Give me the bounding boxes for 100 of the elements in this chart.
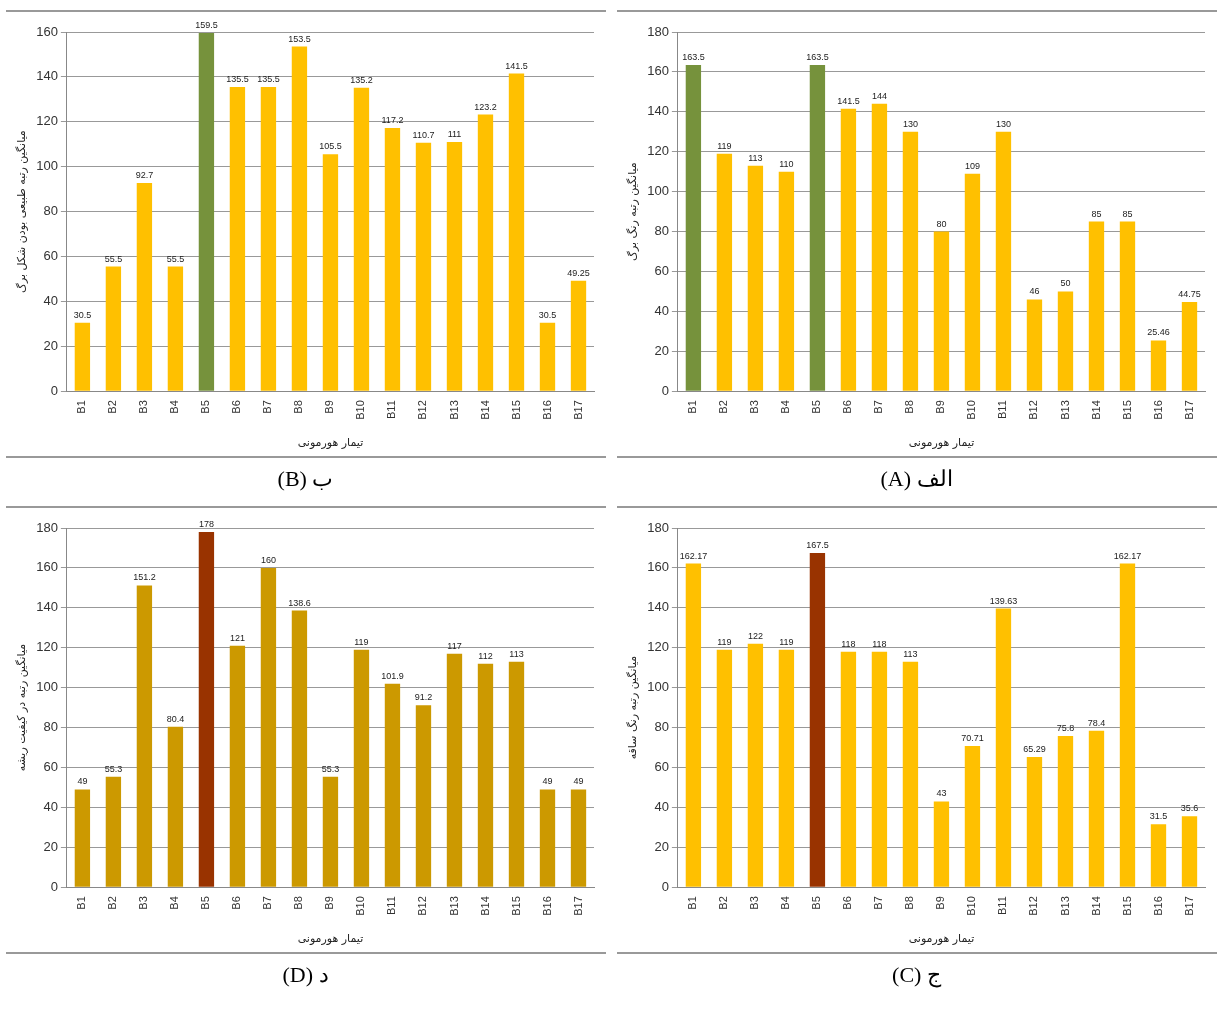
bar <box>198 531 214 887</box>
bar <box>1119 563 1135 887</box>
bar <box>1088 221 1104 391</box>
x-tick-label: B14 <box>1089 400 1102 420</box>
bar <box>747 165 763 391</box>
y-tick-label: 60 <box>653 263 669 279</box>
data-label: 141.5 <box>504 60 528 71</box>
bar <box>747 643 763 887</box>
y-tick-label: 120 <box>646 639 669 655</box>
bar <box>198 33 214 391</box>
y-tick-label: 0 <box>661 878 669 894</box>
text: ب (B) <box>277 466 334 492</box>
bar <box>446 142 462 391</box>
bar <box>778 171 794 391</box>
bar <box>840 108 856 391</box>
bar <box>260 567 276 887</box>
bar <box>229 645 245 887</box>
data-label: 75.8 <box>1056 722 1074 733</box>
x-tick-label: B10 <box>353 400 366 420</box>
bar <box>229 87 245 391</box>
bar <box>384 683 400 887</box>
bar <box>1026 299 1042 391</box>
y-tick-label: 100 <box>35 679 58 695</box>
x-axis-title: تیمار هورمونی <box>908 436 974 450</box>
x-tick-label: B10 <box>964 896 977 916</box>
y-axis-title: میانگین رتبه طبیعی بودن شکل برگ <box>14 130 28 293</box>
bar <box>291 46 307 391</box>
x-tick-label: B8 <box>902 400 915 414</box>
data-label: 153.5 <box>287 33 311 44</box>
bar <box>477 663 493 887</box>
bar <box>539 322 555 391</box>
data-label: 85 <box>1090 208 1101 219</box>
x-tick-label: B14 <box>478 400 491 420</box>
x-tick-label: B1 <box>74 400 87 414</box>
x-tick-label: B11 <box>995 400 1008 419</box>
x-tick-label: B4 <box>778 400 791 414</box>
x-tick-label: B7 <box>871 400 884 414</box>
data-label: 135.5 <box>256 73 280 84</box>
y-tick-label: 20 <box>653 342 669 358</box>
data-label: 43 <box>935 788 946 799</box>
x-tick-label: B16 <box>540 896 553 916</box>
data-label: 49 <box>572 776 583 787</box>
bar <box>384 128 400 391</box>
x-tick-label: B14 <box>1089 896 1102 916</box>
y-tick-label: 120 <box>35 639 58 655</box>
y-tick-label: 80 <box>653 719 669 735</box>
bar <box>871 103 887 391</box>
text: الف (A) <box>880 466 953 492</box>
x-tick-label: B6 <box>840 896 853 910</box>
y-tick-label: 160 <box>646 63 669 79</box>
y-tick-label: 60 <box>42 248 58 264</box>
x-tick-label: B14 <box>478 896 491 916</box>
x-tick-label: B1 <box>74 896 87 910</box>
bar <box>840 651 856 887</box>
y-tick-label: 100 <box>35 158 58 174</box>
data-label: 113 <box>508 648 524 659</box>
bar <box>1181 816 1197 887</box>
data-label: 163.5 <box>805 51 829 62</box>
data-label: 110.7 <box>412 129 434 140</box>
x-axis-title: تیمار هورمونی <box>297 436 363 450</box>
x-tick-label: B3 <box>747 400 760 414</box>
data-label: 109 <box>964 160 980 171</box>
bar <box>902 131 918 391</box>
data-label: 101.9 <box>380 670 404 681</box>
y-tick-label: 80 <box>42 203 58 219</box>
bar <box>508 661 524 887</box>
y-tick-label: 140 <box>646 103 669 119</box>
y-tick-label: 60 <box>42 759 58 775</box>
bar <box>933 801 949 887</box>
data-label: 49 <box>541 776 552 787</box>
bar <box>570 280 586 391</box>
bar <box>415 705 431 887</box>
x-tick-label: B17 <box>1182 400 1195 420</box>
data-label: 113 <box>902 648 918 659</box>
y-tick-label: 40 <box>42 293 58 308</box>
x-tick-label: B9 <box>933 896 946 910</box>
x-tick-label: B17 <box>1182 896 1195 916</box>
x-tick-label: B10 <box>353 896 366 916</box>
x-tick-label: B11 <box>384 896 397 915</box>
data-label: 162.17 <box>679 550 707 561</box>
x-tick-label: B3 <box>136 896 149 910</box>
bar <box>995 608 1011 887</box>
bar <box>446 653 462 887</box>
y-tick-label: 180 <box>646 519 669 535</box>
y-axis-title: میانگین رتبه رنگ برگ <box>625 162 639 261</box>
y-tick-label: 0 <box>50 878 58 894</box>
bar <box>570 789 586 887</box>
x-tick-label: B15 <box>509 400 522 420</box>
x-tick-label: B5 <box>198 896 211 910</box>
x-tick-label: B7 <box>260 400 273 414</box>
data-label: 163.5 <box>681 51 705 62</box>
bar <box>871 651 887 887</box>
x-axis-title: تیمار هورمونی <box>908 932 974 946</box>
data-label: 130 <box>902 118 918 129</box>
bar <box>136 183 152 391</box>
bar <box>105 776 121 887</box>
bar <box>322 776 338 887</box>
data-label: 65.29 <box>1022 743 1046 754</box>
data-label: 130 <box>995 118 1011 129</box>
x-tick-label: B11 <box>384 400 397 419</box>
